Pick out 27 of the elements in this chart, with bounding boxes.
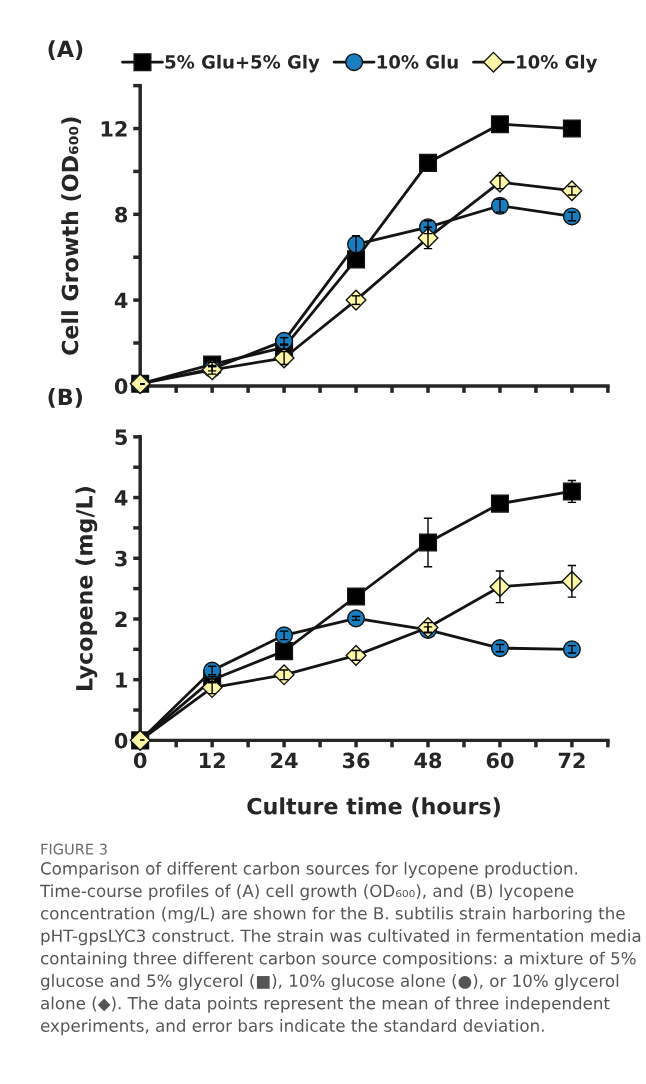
y-tick-label: 12 xyxy=(101,120,127,137)
x-tick-label: 0 xyxy=(133,752,147,769)
x-axis-title: Culture time (hours) xyxy=(247,797,500,818)
legend-label: 5% Glu+5% Gly xyxy=(165,54,320,73)
y-tick-label: 4 xyxy=(114,490,128,506)
y-tick-label: 8 xyxy=(115,206,128,223)
chart-title: (A) xyxy=(48,40,83,60)
x-tick-label: 48 xyxy=(414,752,442,769)
x-tick-label: 24 xyxy=(271,752,298,769)
chart-title: (B) xyxy=(48,388,82,408)
legend-label: 10% Gly xyxy=(517,54,598,73)
text: Comparison of different carbon sources for lycopene production. Time-course profiles of (A) cell growth (OD₆₀₀), and (B) lycopene concentration (mg/L) are shown for the B. subtilis strain harboring the pHT-gpsLYC3 construct. The strain was cultivated in fermentation media containing three different carbon source compositions: a mixture of 5% glucose and 5% glycerol (■), 10% glucose alone (●), or 10% glycerol alone (◆). The data points represent the mean of three independent experiments, and error bars indicate the standard deviation. xyxy=(40,861,641,1036)
x-tick-label: 36 xyxy=(342,752,370,769)
y-tick-label: 0 xyxy=(114,732,128,749)
y-tick-label: 2 xyxy=(115,611,127,627)
y-tick-label: 3 xyxy=(115,550,127,567)
y-tick-label: 0 xyxy=(114,378,128,395)
legend-label: 10% Glu xyxy=(377,54,458,69)
caption: FIGURE 3 xyxy=(41,843,107,855)
y-tick-label: 5 xyxy=(115,429,127,446)
y-axis-title: Lycopene (mg/L) xyxy=(75,487,98,690)
x-tick-label: 60 xyxy=(486,752,514,769)
y-tick-label: 4 xyxy=(114,292,128,309)
y-tick-label: 1 xyxy=(116,672,127,688)
y-axis-title: Cell Growth (OD₆₀₀) xyxy=(61,117,82,355)
x-tick-label: 72 xyxy=(558,752,585,769)
x-tick-label: 12 xyxy=(199,752,225,769)
